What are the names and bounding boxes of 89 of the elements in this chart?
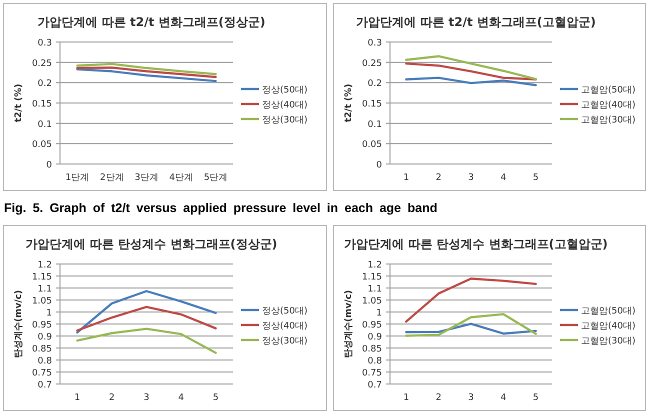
- y-tick-label: 0.9: [368, 332, 382, 342]
- y-tick-label: 0.85: [32, 344, 52, 354]
- x-tick-label: 4: [500, 173, 507, 183]
- x-tick-label: 5: [532, 393, 539, 403]
- y-tick-label: 0.3: [368, 38, 382, 48]
- y-tick-label: 0.15: [362, 100, 382, 110]
- line-series: [405, 55, 537, 80]
- x-tick-label: 3: [144, 393, 150, 403]
- y-tick-label: 1.05: [32, 296, 52, 306]
- y-tick-label: 0.8: [368, 356, 382, 366]
- y-tick-label: 1.2: [368, 260, 382, 270]
- legend-label: 고혈압(40대): [581, 322, 636, 332]
- chart-title: 가압단계에 따른 탄성계수 변화그래프(고혈압군): [344, 237, 608, 251]
- legend-label: 고혈압(50대): [581, 86, 636, 96]
- x-tick-label: 4: [178, 393, 184, 403]
- y-tick-label: 1.15: [32, 272, 52, 282]
- caption: Fig. 5. Graph of t2/t versus applied pressure level in each age band: [4, 201, 438, 215]
- y-axis-title: t2/t (%): [344, 84, 354, 122]
- x-tick-label: 5단계: [204, 173, 228, 183]
- legend-label: 정상(50대): [262, 86, 308, 96]
- x-tick-label: 5: [532, 173, 539, 183]
- y-tick-label: 1.2: [38, 260, 52, 270]
- line-series: [76, 290, 217, 334]
- y-axis-title: t2/t (%): [14, 84, 24, 122]
- y-tick-label: 0.75: [362, 368, 382, 378]
- legend-label: 고혈압(30대): [581, 336, 636, 346]
- x-tick-label: 4단계: [169, 173, 193, 183]
- y-tick-label: 0.15: [32, 100, 52, 110]
- line-series: [76, 328, 217, 354]
- legend-label: 정상(50대): [262, 306, 308, 316]
- x-tick-label: 3: [468, 393, 474, 403]
- legend-label: 고혈압(30대): [581, 116, 636, 126]
- y-tick-label: 0.3: [38, 38, 52, 48]
- legend-label: 고혈압(50대): [581, 306, 636, 316]
- chart-title: 가압단계에 따른 t2/t 변화그래프(고혈압군): [356, 15, 596, 29]
- line-series: [76, 68, 217, 82]
- chart-title: 가압단계에 따른 탄성계수 변화그래프(정상군): [26, 237, 278, 251]
- chart-title: 가압단계에 따른 t2/t 변화그래프(정상군): [38, 15, 266, 29]
- y-tick-label: 0: [46, 160, 52, 170]
- y-tick-label: 0.7: [38, 380, 52, 390]
- y-tick-label: 0.85: [362, 344, 382, 354]
- x-tick-label: 1: [403, 393, 410, 403]
- x-tick-label: 2단계: [100, 173, 124, 183]
- line-series: [405, 278, 537, 323]
- x-tick-label: 4: [500, 393, 507, 403]
- y-tick-label: 0.1: [38, 120, 52, 130]
- line-series: [76, 66, 217, 78]
- line-series: [405, 322, 537, 335]
- y-axis-title: 탄성계수(mv/c): [344, 290, 354, 358]
- x-tick-label: 1: [403, 173, 410, 183]
- y-tick-label: 1: [46, 308, 52, 318]
- y-tick-label: 0.7: [368, 380, 382, 390]
- x-tick-label: 1단계: [65, 173, 90, 183]
- y-axis-title: 탄성계수(mv/c): [14, 290, 24, 358]
- y-tick-label: 0.25: [362, 58, 382, 69]
- y-tick-label: 1.1: [368, 284, 382, 294]
- x-tick-label: 3단계: [134, 173, 158, 183]
- y-tick-label: 0: [376, 160, 382, 170]
- y-tick-label: 0.2: [38, 79, 52, 90]
- x-tick-label: 3: [468, 173, 474, 183]
- x-tick-label: 2: [109, 393, 115, 403]
- legend-label: 정상(30대): [262, 336, 308, 346]
- y-tick-label: 0.8: [38, 356, 52, 366]
- y-tick-label: 0.75: [32, 368, 52, 378]
- y-tick-label: 0.05: [32, 140, 52, 150]
- x-tick-label: 2: [436, 393, 442, 403]
- legend-label: 고혈압(40대): [581, 100, 636, 110]
- y-tick-label: 0.95: [362, 320, 382, 330]
- y-tick-label: 1.15: [362, 272, 382, 282]
- legend-label: 정상(40대): [262, 322, 308, 332]
- y-tick-label: 0.2: [368, 79, 382, 90]
- legend-label: 정상(40대): [262, 100, 308, 110]
- line-series: [405, 62, 537, 81]
- line-series: [76, 62, 217, 76]
- y-tick-label: 1: [376, 308, 382, 318]
- y-tick-label: 1.05: [362, 296, 382, 306]
- y-tick-label: 0.1: [368, 120, 382, 130]
- legend-label: 정상(30대): [262, 116, 308, 126]
- y-tick-label: 0.95: [32, 320, 52, 330]
- x-tick-label: 2: [436, 173, 442, 183]
- line-series: [76, 306, 217, 332]
- line-series: [405, 76, 537, 86]
- line-series: [405, 313, 537, 337]
- y-tick-label: 1.1: [38, 284, 52, 294]
- x-tick-label: 5: [212, 393, 219, 403]
- y-tick-label: 0.05: [362, 140, 382, 150]
- y-tick-label: 0.9: [38, 332, 52, 342]
- x-tick-label: 1: [74, 393, 80, 403]
- y-tick-label: 0.25: [32, 58, 52, 69]
